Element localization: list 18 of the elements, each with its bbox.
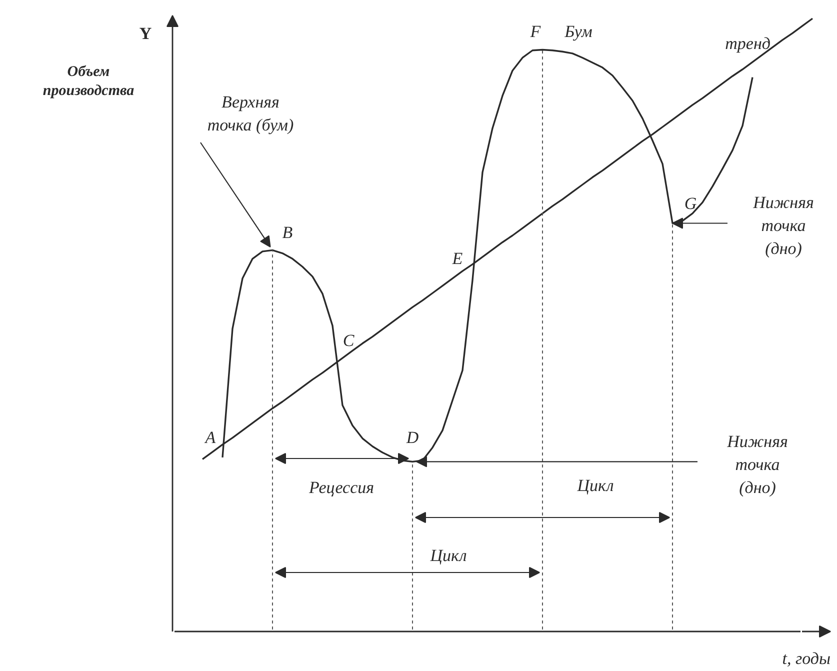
y-axis-title: Объем производства — [42, 64, 135, 100]
annotation: Бум — [564, 22, 593, 41]
text: Y — [139, 24, 152, 43]
annotation: Нижняя точка (дно) — [726, 432, 788, 497]
x-axis-title: t, годы — [782, 649, 831, 668]
annotation: Нижняя точка (дно) — [752, 193, 814, 258]
annotation: C — [342, 331, 355, 350]
annotation: Цикл — [576, 476, 614, 495]
annotation: Верхняя точка (бум) — [207, 92, 294, 134]
annotation: Рецессия — [308, 478, 374, 497]
annotation: G — [684, 194, 697, 213]
annotation: E — [451, 249, 464, 268]
annotation: F — [529, 22, 542, 41]
annotation: D — [405, 428, 420, 447]
annotation: A — [204, 428, 216, 447]
annotation: B — [282, 223, 294, 242]
series-label: тренд — [725, 34, 771, 53]
annotation: Цикл — [429, 546, 467, 565]
